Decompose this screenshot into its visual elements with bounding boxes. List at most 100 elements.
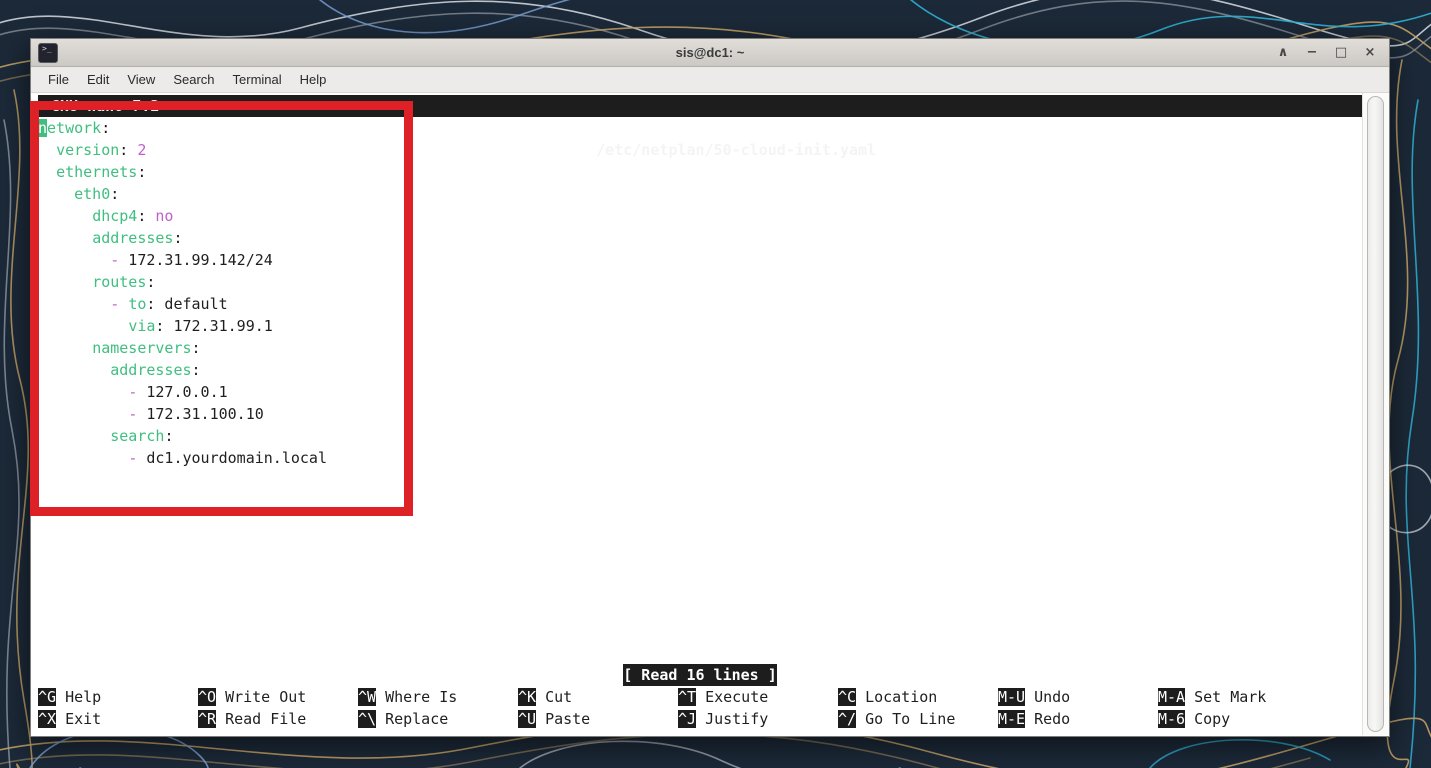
menu-item-file[interactable]: File [48,72,69,87]
syntax-segment: - [128,449,138,467]
scrollbar-thumb[interactable] [1367,96,1384,732]
syntax-segment: 172.31.99.142/24 [119,251,273,269]
scrollbar-track[interactable] [1362,93,1389,735]
terminal-window: >_ sis@dc1: ~ ∧ − □ × File Edit View Search Ter… [30,38,1390,737]
editor-line: search: [38,425,1362,447]
syntax-segment: ethernets [56,163,138,181]
menu-item-terminal[interactable]: Terminal [232,72,282,87]
editor-line: network: [38,117,1362,139]
shortcut-copy: M-6 Copy [1158,708,1318,730]
syntax-segment: via [128,317,156,335]
shortcut-label: Where Is [385,688,458,706]
editor-line: - 127.0.0.1 [38,381,1362,403]
shortcut-cut: ^K Cut [518,686,678,708]
editor-line: via: 172.31.99.1 [38,315,1362,337]
shortcut-label: Justify [705,710,769,728]
syntax-segment: : [137,163,147,181]
shortcut-justify: ^J Justify [678,708,838,730]
syntax-segment: no [155,207,174,225]
shortcut-key: ^R [198,710,217,728]
shortcut-key: ^K [518,688,537,706]
shortcut-read-file: ^R Read File [198,708,358,730]
menu-item-search[interactable]: Search [173,72,215,87]
syntax-segment: routes [92,273,147,291]
shortcut-where-is: ^W Where Is [358,686,518,708]
editor-line: - 172.31.99.142/24 [38,249,1362,271]
shade-button[interactable]: ∧ [1277,45,1289,60]
window-controls: ∧ − □ × [1274,39,1379,66]
terminal-app-icon: >_ [38,43,58,63]
menu-item-edit[interactable]: Edit [86,72,110,87]
syntax-segment [38,273,92,291]
nano-file-path: /etc/netplan/50-cloud-init.yaml [596,141,877,159]
syntax-segment [38,185,74,203]
text-cursor: n [38,119,48,137]
shortcut-key: ^J [678,710,697,728]
editor-area[interactable]: network: version: 2 ethernets: eth0: dhc… [38,117,1362,469]
syntax-segment [38,427,110,445]
shortcut-label: Execute [705,688,769,706]
shortcut-key: M-U [998,688,1026,706]
syntax-segment: - [110,251,120,269]
syntax-segment [38,383,128,401]
syntax-segment: - [128,405,138,423]
nano-status-message: [ Read 16 lines ] [623,664,777,686]
shortcut-key: ^X [38,710,57,728]
shortcut-label: Location [865,688,938,706]
shortcut-label: Go To Line [865,710,956,728]
nano-editor: GNU nano 7.2 /etc/netplan/50-cloud-init.… [38,95,1362,735]
minimize-button[interactable]: − [1306,45,1318,60]
shortcut-label: Exit [65,710,102,728]
editor-line: routes: [38,271,1362,293]
shortcut-label: Replace [385,710,449,728]
syntax-segment: : 172.31.99.1 [155,317,273,335]
menu-item-view[interactable]: View [127,72,156,87]
editor-line: - 172.31.100.10 [38,403,1362,425]
syntax-segment: : [173,229,183,247]
editor-line: eth0: [38,183,1362,205]
syntax-segment: dc1.yourdomain.local [137,449,327,467]
editor-line: addresses: [38,359,1362,381]
syntax-segment: : [191,339,201,357]
syntax-segment: addresses [92,229,174,247]
nano-shortcuts-row-2: ^X Exit ^R Read File ^\ Replace ^U Paste ^J Justi… [38,708,1318,730]
nano-title-bar: GNU nano 7.2 /etc/netplan/50-cloud-init.… [38,95,1362,159]
syntax-segment: 2 [137,141,147,159]
window-titlebar[interactable]: >_ sis@dc1: ~ ∧ − □ × [31,39,1389,67]
syntax-segment: 127.0.0.1 [137,383,228,401]
syntax-segment: nameservers [92,339,192,357]
syntax-segment [38,339,92,357]
shortcut-key: ^T [678,688,697,706]
shortcut-paste: ^U Paste [518,708,678,730]
shortcut-key: ^/ [838,710,857,728]
syntax-segment: : [119,141,138,159]
syntax-segment [38,449,128,467]
syntax-segment: 172.31.100.10 [137,405,264,423]
shortcut-key: ^O [198,688,217,706]
close-button[interactable]: × [1364,45,1376,60]
terminal-screen[interactable]: GNU nano 7.2 /etc/netplan/50-cloud-init.… [31,93,1389,735]
nano-version-label: GNU nano 7.2 [51,97,160,115]
syntax-segment [38,207,92,225]
syntax-segment [119,295,128,313]
maximize-button[interactable]: □ [1334,45,1348,60]
shortcut-replace: ^\ Replace [358,708,518,730]
syntax-segment: to [128,295,147,313]
syntax-segment: addresses [110,361,192,379]
shortcut-label: Paste [545,710,591,728]
syntax-segment: - [110,295,120,313]
nano-status-row: [ Read 16 lines ] [38,664,1362,686]
shortcut-redo: M-E Redo [998,708,1158,730]
syntax-segment: : [110,185,120,203]
editor-line: ethernets: [38,161,1362,183]
syntax-segment: eth0 [74,185,111,203]
menu-item-help[interactable]: Help [299,72,327,87]
syntax-segment: : [164,427,174,445]
shortcut-label: Undo [1034,688,1071,706]
syntax-segment: search [110,427,165,445]
window-title: sis@dc1: ~ [675,45,745,60]
shortcut-key: M-A [1158,688,1186,706]
syntax-segment [38,361,110,379]
shortcut-label: Read File [225,710,307,728]
editor-line: - dc1.yourdomain.local [38,447,1362,469]
